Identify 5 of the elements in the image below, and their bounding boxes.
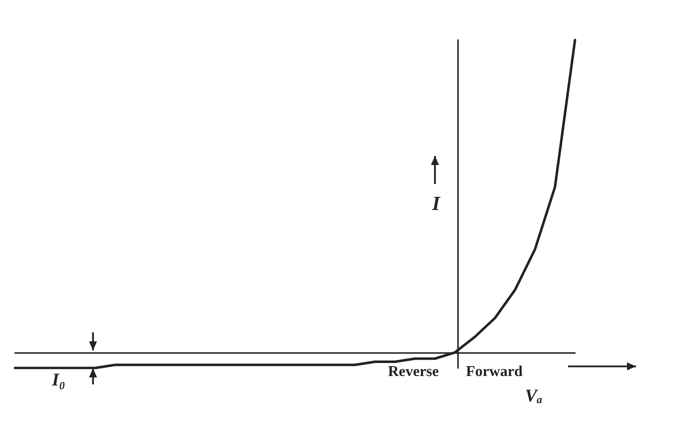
y-axis-title: I [431,193,442,215]
annotation: Forward [466,364,524,380]
annotation: Reverse [388,364,440,380]
text: I₀ [51,369,66,390]
x-axis-title: Vₐ [525,385,542,406]
